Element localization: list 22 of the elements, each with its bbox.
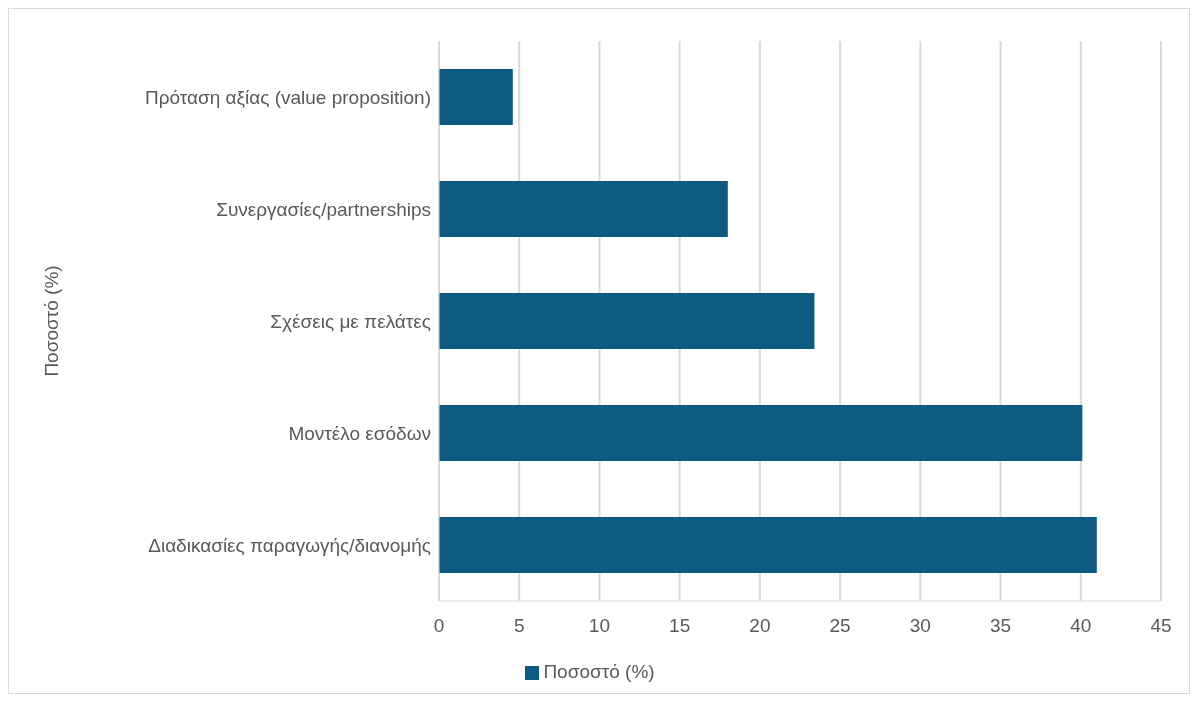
- y-tick-label: Πρόταση αξίας (value proposition): [144, 86, 431, 108]
- legend-label: Ποσοστό (%): [543, 661, 655, 682]
- bar: [439, 517, 1097, 573]
- y-tick-label: Μοντέλο εσόδων: [288, 422, 431, 444]
- x-tick-label: 5: [513, 615, 525, 637]
- x-tick-label: 20: [749, 615, 771, 637]
- x-tick-label: 25: [829, 615, 851, 637]
- x-tick-label: 15: [669, 615, 691, 637]
- x-tick-label: 40: [1070, 615, 1092, 637]
- x-tick-label: 45: [1150, 615, 1172, 637]
- bar: [439, 181, 728, 237]
- x-tick-label: 35: [989, 615, 1012, 637]
- bar: [439, 69, 513, 125]
- x-tick-label: 10: [588, 615, 611, 637]
- bar: [439, 405, 1083, 461]
- x-tick-label: 30: [909, 615, 931, 637]
- y-tick-label: Συνεργασίες/partnerships: [216, 198, 431, 220]
- y-tick-label: Διαδικασίες παραγωγής/διανομής: [148, 534, 431, 556]
- x-tick-label: 0: [433, 615, 445, 637]
- y-tick-label: Σχέσεις με πελάτες: [270, 310, 431, 332]
- bar: [439, 293, 815, 349]
- y-axis-title: Ποσοστό (%): [40, 265, 62, 377]
